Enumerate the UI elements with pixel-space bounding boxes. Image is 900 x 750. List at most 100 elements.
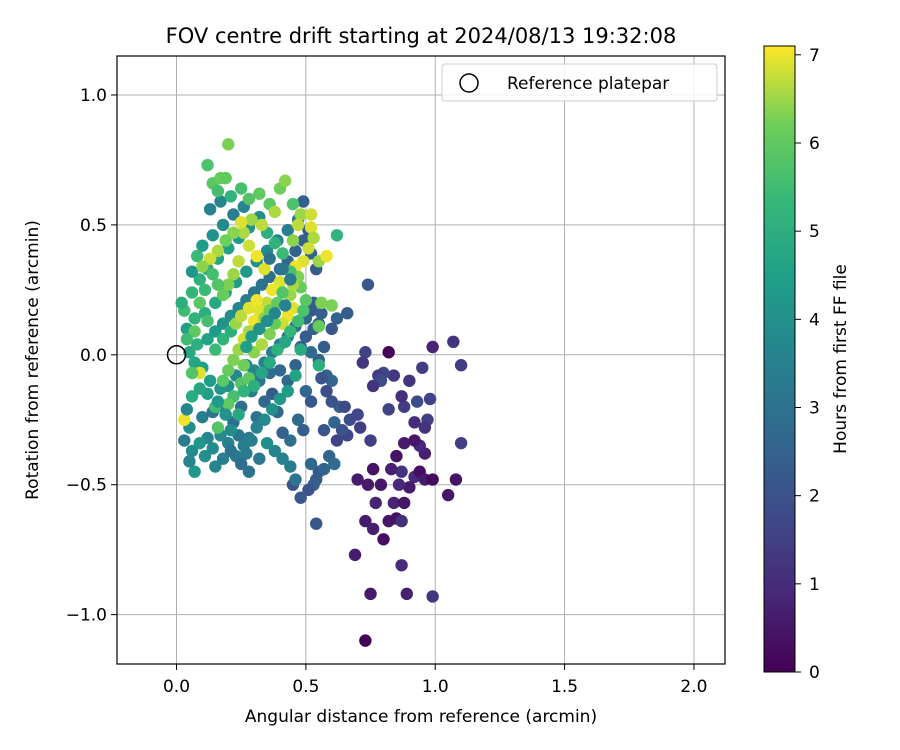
scatter-point-252 [299, 294, 313, 307]
scatter-point-120 [203, 374, 217, 387]
legend: Reference platepar [441, 63, 718, 102]
scatter-point-214 [222, 364, 235, 377]
scatter-point-184 [219, 171, 232, 185]
scatter-point-44 [416, 361, 429, 374]
scatter-point-34 [366, 462, 380, 476]
scatter-point-295 [185, 390, 199, 403]
y-axis-ticks: −1.0 −0.5 0.0 0.5 1.0 [66, 86, 117, 626]
scatter-point-74 [297, 423, 310, 437]
scatter-point-143 [281, 223, 294, 237]
scatter-point-245 [255, 366, 269, 380]
scatter-point-2 [364, 587, 377, 601]
scatter-point-244 [247, 379, 261, 393]
scatter-point-267 [201, 314, 214, 328]
scatter-point-299 [175, 296, 188, 310]
scatter-point-197 [320, 249, 333, 263]
scatter-point-26 [397, 436, 411, 450]
scatter-point-122 [188, 356, 201, 369]
scatter-point-298 [180, 333, 194, 346]
scatter-point-72 [299, 384, 313, 398]
scatter-point-173 [234, 182, 248, 195]
scatter-point-51 [359, 346, 372, 359]
scatter-point-261 [234, 216, 248, 229]
colorbar-label: Hours from first FF file [831, 264, 851, 454]
scatter-point-13 [387, 496, 401, 510]
scatter-point-89 [188, 465, 201, 478]
scatter-point-76 [284, 434, 297, 447]
scatter-point-326 [310, 473, 323, 486]
scatter-point-336 [234, 457, 248, 471]
scatter-point-315 [320, 384, 333, 398]
scatter-point-8 [366, 522, 380, 536]
scatter-point-287 [245, 434, 258, 447]
scatter-point-53 [366, 379, 380, 393]
grid [117, 56, 725, 664]
scatter-point-71 [304, 346, 318, 359]
scatter-point-155 [185, 286, 199, 299]
scatter-point-125 [201, 333, 214, 346]
scatter-point-124 [191, 338, 204, 351]
scatter-point-343 [183, 455, 196, 468]
scatter-point-330 [284, 460, 297, 473]
scatter-point-219 [237, 358, 250, 372]
scatter-point-263 [219, 234, 232, 247]
y-tick-label-4: 1.0 [80, 86, 107, 106]
scatter-point-281 [289, 369, 302, 382]
scatter-point-3 [348, 548, 362, 562]
scatter-point-322 [335, 423, 349, 437]
scatter-point-139 [297, 195, 310, 208]
scatter-point-338 [216, 452, 230, 465]
scatter-point-307 [276, 262, 289, 276]
scatter-point-32 [369, 496, 382, 510]
scatter-point-249 [284, 325, 297, 338]
scatter-point-42 [408, 416, 421, 429]
scatter-point-56 [454, 358, 468, 372]
scatter-point-236 [188, 325, 201, 338]
y-tick-label-1: −0.5 [66, 476, 107, 496]
scatter-point-248 [278, 335, 292, 349]
scatter-point-247 [271, 343, 284, 356]
colorbar-tick-label-3: 3 [809, 398, 820, 418]
scatter-point-232 [211, 278, 225, 291]
scatter-point-192 [307, 231, 320, 245]
scatter-point-43 [423, 392, 437, 406]
colorbar-tick-label-6: 6 [809, 134, 820, 154]
scatter-point-33 [361, 478, 375, 491]
scatter-point-297 [185, 366, 199, 380]
scatter-point-152 [188, 312, 201, 325]
scatter-point-283 [273, 392, 287, 406]
scatter-point-19 [426, 473, 439, 486]
scatter-point-77 [276, 426, 289, 439]
colorbar-ticks: 0 1 2 3 4 5 6 7 [795, 46, 820, 683]
scatter-point-5 [400, 587, 413, 601]
scatter-point-301 [245, 330, 258, 343]
scatter-point-91 [196, 410, 209, 424]
scatter-point-242 [232, 408, 245, 421]
x-tick-label-4: 2.0 [680, 677, 707, 697]
scatter-point-38 [397, 400, 411, 413]
scatter-point-57 [361, 278, 375, 291]
scatter-point-266 [196, 260, 209, 273]
scatter-point-87 [206, 442, 219, 455]
scatter-point-317 [338, 400, 351, 413]
scatter-point-80 [258, 395, 271, 408]
scatter-point-14 [397, 496, 411, 510]
scatter-point-205 [273, 275, 287, 289]
scatter-point-334 [253, 452, 266, 465]
scatter-point-55 [447, 335, 460, 349]
scatter-point-268 [209, 343, 222, 356]
scatter-point-22 [454, 436, 468, 450]
scatter-point-73 [304, 395, 318, 408]
scatter-point-241 [222, 397, 235, 411]
scatter-point-123 [183, 346, 196, 359]
scatter-point-335 [242, 465, 256, 478]
scatter-point-66 [310, 517, 323, 530]
scatter-point-308 [263, 252, 276, 265]
scatter-point-188 [304, 208, 318, 221]
scatter-point-311 [325, 322, 338, 336]
scatter-point-257 [268, 236, 282, 250]
scatter-point-172 [224, 190, 238, 203]
scatter-point-58 [341, 307, 354, 320]
y-tick-label-0: −1.0 [66, 606, 107, 626]
scatter-point-178 [278, 174, 292, 187]
